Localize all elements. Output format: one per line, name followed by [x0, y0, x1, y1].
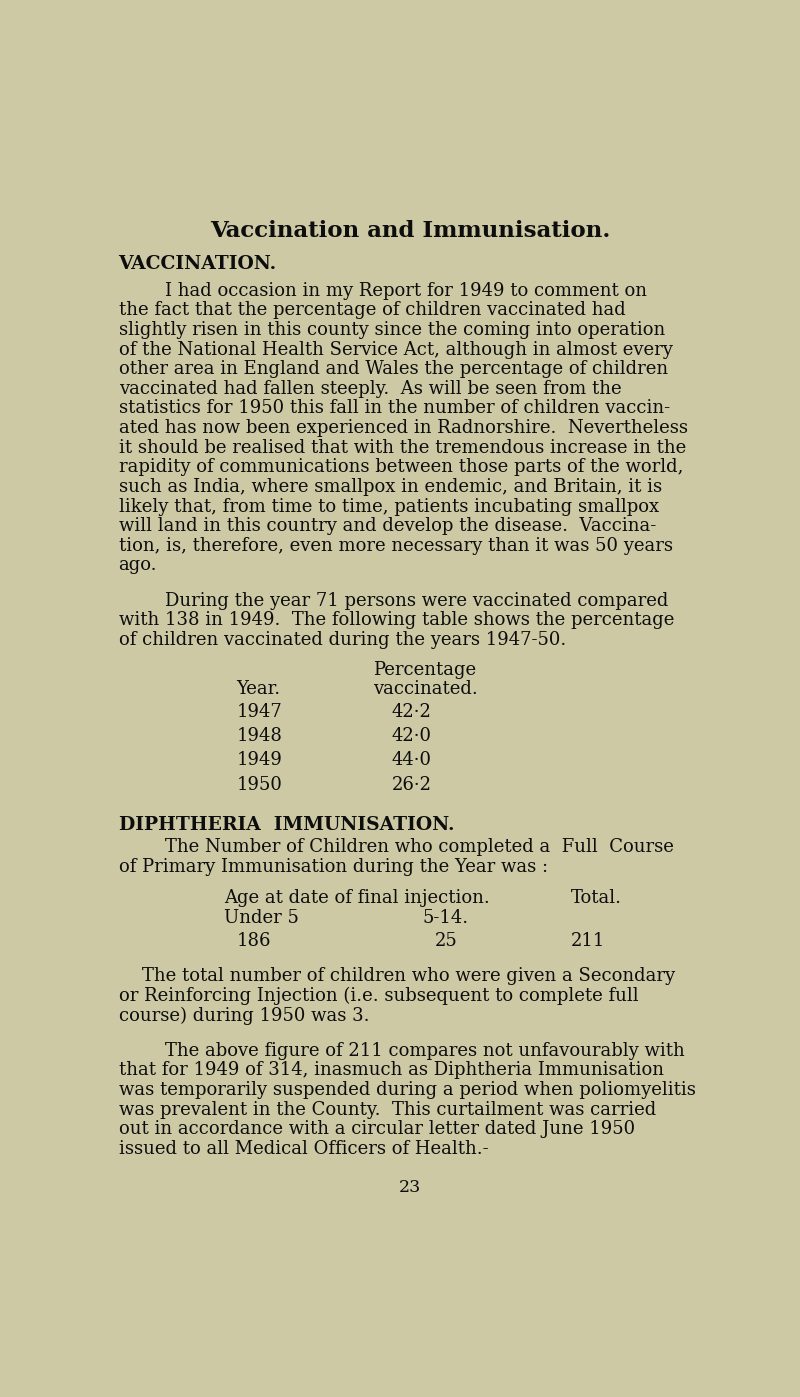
Text: 211: 211: [571, 932, 606, 950]
Text: issued to all Medical Officers of Health.-: issued to all Medical Officers of Health…: [118, 1140, 488, 1158]
Text: statistics for 1950 this fall in the number of children vaccin-: statistics for 1950 this fall in the num…: [118, 400, 670, 418]
Text: was prevalent in the County.  This curtailment was carried: was prevalent in the County. This curtai…: [118, 1101, 656, 1119]
Text: or Reinforcing Injection (i.e. subsequent to complete full: or Reinforcing Injection (i.e. subsequen…: [118, 986, 638, 1004]
Text: 42·0: 42·0: [391, 728, 431, 745]
Text: I had occasion in my Report for 1949 to comment on: I had occasion in my Report for 1949 to …: [118, 282, 646, 299]
Text: it should be realised that with the tremendous increase in the: it should be realised that with the trem…: [118, 439, 686, 457]
Text: Year.: Year.: [237, 680, 281, 698]
Text: 5-14.: 5-14.: [422, 909, 469, 928]
Text: that for 1949 of 314, inasmuch as Diphtheria Immunisation: that for 1949 of 314, inasmuch as Diphth…: [118, 1062, 664, 1080]
Text: 25: 25: [435, 932, 458, 950]
Text: likely that, from time to time, patients incubating smallpox: likely that, from time to time, patients…: [118, 497, 658, 515]
Text: Under 5: Under 5: [224, 909, 299, 928]
Text: 186: 186: [237, 932, 271, 950]
Text: The total number of children who were given a Secondary: The total number of children who were gi…: [118, 967, 674, 985]
Text: ated has now been experienced in Radnorshire.  Nevertheless: ated has now been experienced in Radnors…: [118, 419, 688, 437]
Text: tion, is, therefore, even more necessary than it was 50 years: tion, is, therefore, even more necessary…: [118, 536, 673, 555]
Text: 23: 23: [399, 1179, 421, 1196]
Text: Total.: Total.: [571, 890, 622, 908]
Text: 1948: 1948: [237, 728, 282, 745]
Text: will land in this country and develop the disease.  Vaccina-: will land in this country and develop th…: [118, 517, 656, 535]
Text: with 138 in 1949.  The following table shows the percentage: with 138 in 1949. The following table sh…: [118, 612, 674, 630]
Text: vaccinated.: vaccinated.: [373, 680, 478, 698]
Text: rapidity of communications between those parts of the world,: rapidity of communications between those…: [118, 458, 683, 476]
Text: the fact that the percentage of children vaccinated had: the fact that the percentage of children…: [118, 302, 626, 320]
Text: During the year 71 persons were vaccinated compared: During the year 71 persons were vaccinat…: [118, 592, 668, 610]
Text: of Primary Immunisation during the Year was :: of Primary Immunisation during the Year …: [118, 858, 548, 876]
Text: slightly risen in this county since the coming into operation: slightly risen in this county since the …: [118, 321, 665, 339]
Text: 26·2: 26·2: [391, 775, 431, 793]
Text: was temporarily suspended during a period when poliomyelitis: was temporarily suspended during a perio…: [118, 1081, 695, 1099]
Text: out in accordance with a circular letter dated June 1950: out in accordance with a circular letter…: [118, 1120, 634, 1139]
Text: Vaccination and Immunisation.: Vaccination and Immunisation.: [210, 219, 610, 242]
Text: DIPHTHERIA  IMMUNISATION.: DIPHTHERIA IMMUNISATION.: [118, 816, 454, 834]
Text: 1950: 1950: [237, 775, 282, 793]
Text: vaccinated had fallen steeply.  As will be seen from the: vaccinated had fallen steeply. As will b…: [118, 380, 622, 398]
Text: 42·2: 42·2: [391, 703, 431, 721]
Text: of children vaccinated during the years 1947-50.: of children vaccinated during the years …: [118, 631, 566, 650]
Text: 1949: 1949: [237, 752, 282, 770]
Text: Percentage: Percentage: [373, 661, 476, 679]
Text: 1947: 1947: [237, 703, 282, 721]
Text: VACCINATION.: VACCINATION.: [118, 254, 277, 272]
Text: The above figure of 211 compares not unfavourably with: The above figure of 211 compares not unf…: [118, 1042, 684, 1060]
Text: 44·0: 44·0: [391, 752, 431, 770]
Text: of the National Health Service Act, although in almost every: of the National Health Service Act, alth…: [118, 341, 673, 359]
Text: such as India, where smallpox in endemic, and Britain, it is: such as India, where smallpox in endemic…: [118, 478, 662, 496]
Text: Age at date of final injection.: Age at date of final injection.: [224, 890, 490, 908]
Text: ago.: ago.: [118, 556, 157, 574]
Text: The Number of Children who completed a  Full  Course: The Number of Children who completed a F…: [118, 838, 674, 856]
Text: other area in England and Wales the percentage of children: other area in England and Wales the perc…: [118, 360, 668, 379]
Text: course) during 1950 was 3.: course) during 1950 was 3.: [118, 1006, 369, 1024]
